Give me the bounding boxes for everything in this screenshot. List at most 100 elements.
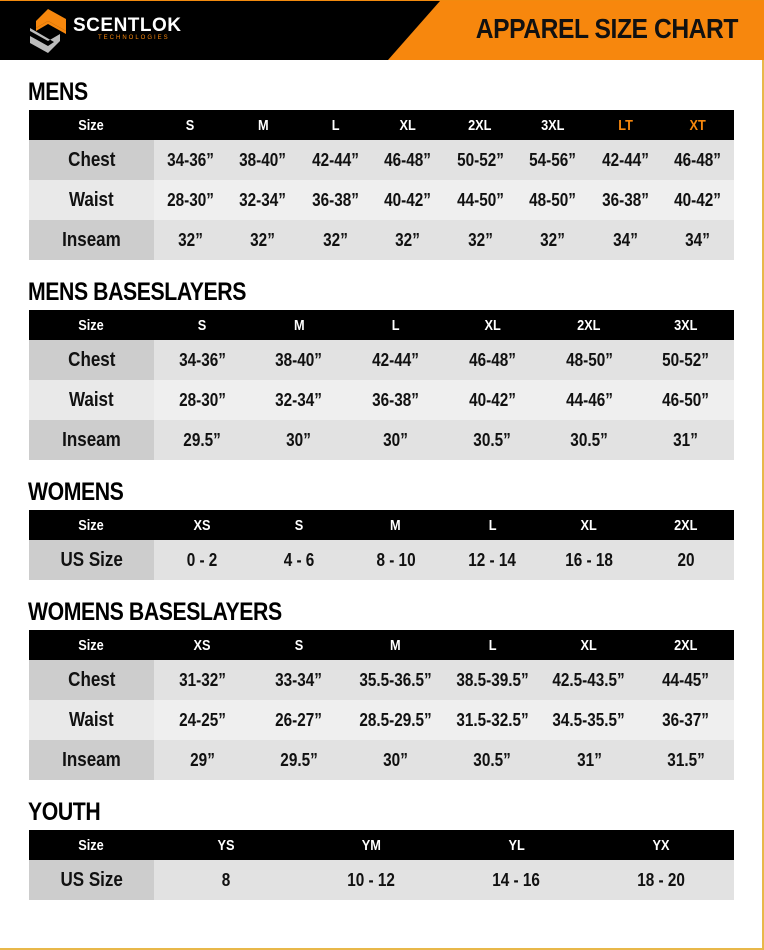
cell-text: 40-42” <box>384 189 432 210</box>
table-row: Waist 24-25” 26-27” 28.5-29.5” 31.5-32.5” 34.… <box>29 700 735 740</box>
header-cell-text: Size <box>78 516 105 534</box>
header-cell-text: M <box>390 516 401 534</box>
value-cell: 30.5” <box>444 740 541 780</box>
cell-text: 31” <box>576 749 602 770</box>
value-cell: 10 - 12 <box>299 860 444 900</box>
table-header-row: Size S M L XL 2XL 3XL LT XT <box>29 110 734 140</box>
value-cell: 34.5-35.5” <box>540 700 638 740</box>
cell-text: 30” <box>286 429 312 450</box>
cell-text: 0 - 2 <box>187 549 218 570</box>
header-cell-text: L <box>331 116 340 134</box>
cell-text: 36-37” <box>662 709 710 730</box>
cell-text: 42-44” <box>311 149 359 170</box>
table-row: Chest 31-32” 33-34” 35.5-36.5” 38.5-39.5” 42.… <box>29 660 735 700</box>
cell-text: 32” <box>322 229 348 250</box>
cell-text: 20 <box>677 549 695 570</box>
cell-text: 32” <box>250 229 276 250</box>
value-cell: 30” <box>250 420 348 460</box>
cell-text: 40-42” <box>468 389 516 410</box>
header-cell: Size <box>29 310 154 340</box>
header-cell: XL <box>444 310 541 340</box>
value-cell: 30.5” <box>540 420 638 460</box>
table-header-row: Size XS S M L XL 2XL <box>29 630 734 660</box>
value-cell: 4 - 6 <box>250 540 348 580</box>
value-cell: 44-45” <box>637 660 735 700</box>
cell-text: 38.5-39.5” <box>456 669 529 690</box>
value-cell: 29.5” <box>250 740 348 780</box>
value-cell: 0 - 2 <box>154 540 251 580</box>
value-cell: 42-44” <box>299 140 372 180</box>
value-cell: 8 - 10 <box>347 540 445 580</box>
cell-text: 4 - 6 <box>283 549 315 570</box>
value-cell: 36-38” <box>299 180 372 220</box>
cell-text: 28.5-29.5” <box>359 709 432 730</box>
scentlok-logo-icon <box>30 9 66 53</box>
header-cell: 2XL <box>444 110 517 140</box>
header-cell-text: YL <box>508 836 525 854</box>
value-cell: 32” <box>516 220 589 260</box>
header-cell-text: XT <box>689 116 706 134</box>
value-cell: 42.5-43.5” <box>540 660 638 700</box>
cell-text: 34” <box>685 229 711 250</box>
header-cell-text: S <box>294 516 304 534</box>
value-cell: 29” <box>154 740 251 780</box>
header-cell: Size <box>29 510 154 540</box>
cell-text: US Size <box>60 868 123 891</box>
value-cell: 14 - 16 <box>444 860 589 900</box>
value-cell: 16 - 18 <box>540 540 638 580</box>
value-cell: 30.5” <box>444 420 541 460</box>
header-cell-text: 2XL <box>674 636 698 654</box>
header-cell-text: S <box>294 636 304 654</box>
value-cell: 34” <box>661 220 734 260</box>
header-cell: YM <box>299 830 444 860</box>
value-cell: 24-25” <box>154 700 251 740</box>
table-header-row: Size XS S M L XL 2XL <box>29 510 734 540</box>
size-table: Size YS YM YL YX US Size 8 10 - 12 14 - 16 18 - 2… <box>29 830 734 900</box>
cell-text: 18 - 20 <box>637 869 686 890</box>
cell-text: 34-36” <box>166 149 214 170</box>
cell-text: 44-45” <box>662 669 710 690</box>
value-cell: 29.5” <box>154 420 251 460</box>
cell-text: 38-40” <box>239 149 287 170</box>
value-cell: 12 - 14 <box>444 540 541 580</box>
table-row: Inseam 29” 29.5” 30” 30.5” 31” 31.5” <box>29 740 735 780</box>
cell-text: 8 - 10 <box>376 549 416 570</box>
cell-text: 8 <box>222 869 231 890</box>
row-label: Waist <box>29 700 154 740</box>
brand-name: SCENTLOK <box>73 15 182 36</box>
cell-text: 32-34” <box>239 189 287 210</box>
header-cell-text: XL <box>484 316 501 334</box>
header-cell: 2XL <box>637 630 734 660</box>
cell-text: 24-25” <box>178 709 226 730</box>
header-cell-text: YX <box>652 836 670 854</box>
value-cell: 32” <box>154 220 227 260</box>
header-cell: Size <box>29 630 154 660</box>
value-cell: 44-50” <box>444 180 517 220</box>
cell-text: 42.5-43.5” <box>552 669 626 690</box>
cell-text: 31” <box>673 429 699 450</box>
header-cell-text: 2XL <box>468 116 492 134</box>
row-label: Chest <box>29 340 154 380</box>
brand-subtitle: TECHNOLOGIES <box>98 35 170 41</box>
cell-text: 44-46” <box>565 389 613 410</box>
cell-text: 31-32” <box>178 669 226 690</box>
cell-text: 29” <box>189 749 215 770</box>
table-header-row: Size YS YM YL YX <box>29 830 734 860</box>
header-cell-text: YM <box>361 836 382 854</box>
cell-text: 32” <box>177 229 203 250</box>
cell-text: 14 - 16 <box>492 869 541 890</box>
cell-text: 36-38” <box>311 189 359 210</box>
cell-text: 46-50” <box>662 389 710 410</box>
header-cell-text: XL <box>580 636 598 654</box>
header-cell: Size <box>29 110 154 140</box>
value-cell: 32-34” <box>226 180 299 220</box>
cell-text: 54-56” <box>529 149 577 170</box>
cell-text: 42-44” <box>601 149 649 170</box>
value-cell: 36-38” <box>347 380 445 420</box>
cell-text: Waist <box>69 708 114 731</box>
header-cell: L <box>444 630 541 660</box>
cell-text: 34” <box>612 229 638 250</box>
header-cell: M <box>227 110 300 140</box>
cell-text: 44-50” <box>456 189 504 210</box>
header-cell: S <box>154 310 251 340</box>
